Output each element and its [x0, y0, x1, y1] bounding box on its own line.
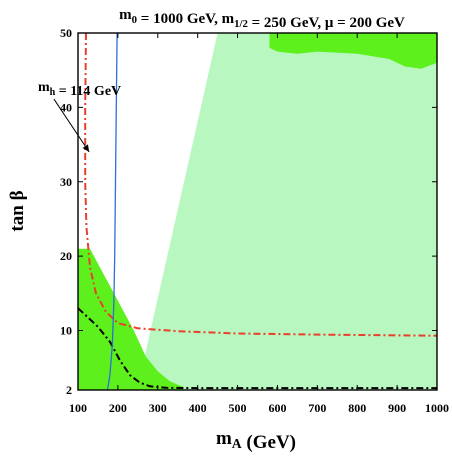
annotation-label-0: mh = 114 GeV	[38, 80, 121, 99]
x-tick-label-500: 500	[229, 401, 247, 415]
green-region-upper-right	[269, 33, 437, 69]
x-tick-label-300: 300	[149, 401, 167, 415]
curves-layer	[78, 33, 437, 390]
x-tick-label-900: 900	[388, 401, 406, 415]
x-tick-label-600: 600	[268, 401, 286, 415]
y-tick-label-20: 20	[60, 249, 72, 263]
green-region-lower-left	[78, 248, 184, 390]
black-dashdot-curve	[78, 307, 437, 390]
y-tick-label-10: 10	[60, 324, 72, 338]
y-tick-label-30: 30	[60, 175, 72, 189]
y-tick-label-40: 40	[60, 100, 72, 114]
x-tick-label-1000: 1000	[425, 401, 449, 415]
y-axis-label: tan β	[7, 190, 28, 231]
light-green-region	[141, 33, 437, 390]
x-tick-label-700: 700	[308, 401, 326, 415]
y-tick-label-2: 2	[66, 383, 72, 397]
x-tick-label-100: 100	[69, 401, 87, 415]
annotations-layer: mh = 114 GeV	[38, 80, 121, 153]
plot-frame	[77, 32, 438, 391]
regions-layer	[78, 33, 437, 390]
chart-title: m0 = 1000 GeV, m1/2 = 250 GeV, μ = 200 G…	[119, 7, 405, 31]
annotation-arrow-line-0	[53, 98, 90, 153]
y-tick-label-50: 50	[60, 26, 72, 40]
x-tick-label-800: 800	[348, 401, 366, 415]
ticks-layer: 100 200 300 400 500 600 700 800 900 1000 2 10 20 30 40…	[60, 26, 449, 415]
x-axis-label: mA (GeV)	[216, 428, 296, 453]
blue-higgs-contour	[106, 33, 118, 390]
x-tick-label-200: 200	[109, 401, 127, 415]
x-tick-label-400: 400	[189, 401, 207, 415]
annotation-arrow-head-0	[82, 144, 90, 152]
